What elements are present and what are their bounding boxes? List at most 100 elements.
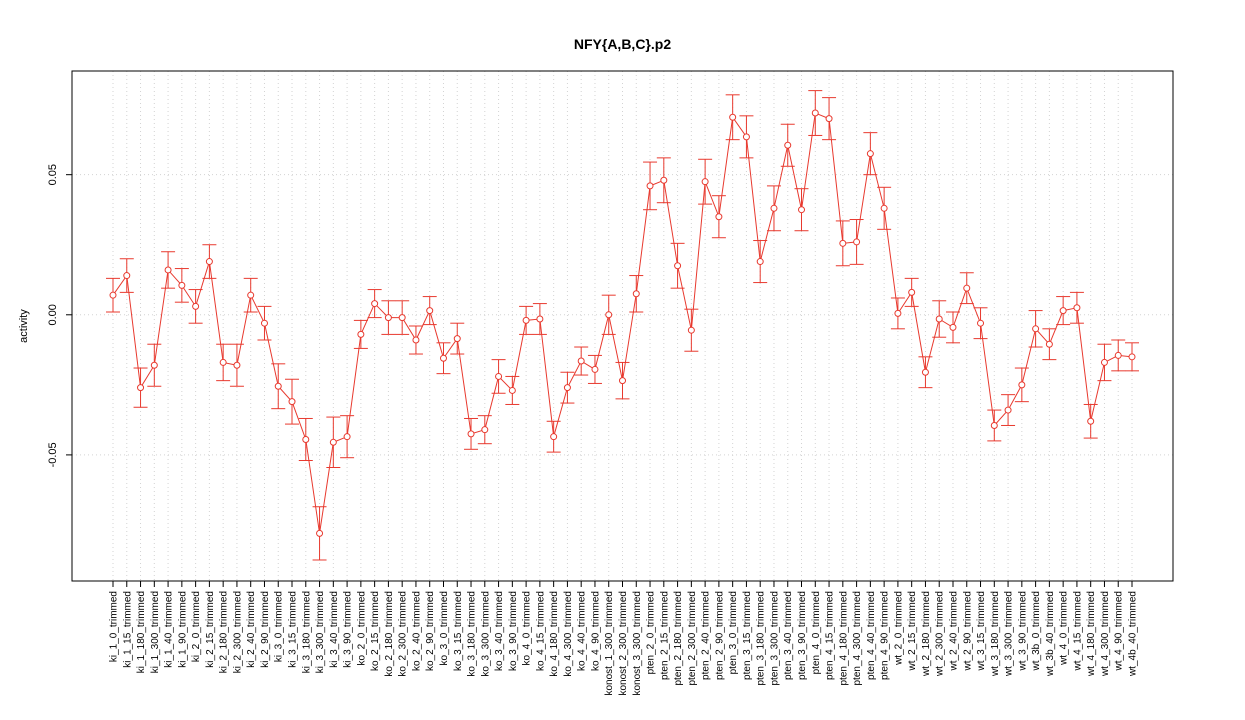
x-tick-label: wt_4_180_trimmed (1086, 591, 1097, 677)
data-point (137, 384, 145, 392)
data-point (921, 368, 929, 376)
x-tick-label: ki_3_0_trimmed (274, 591, 285, 662)
data-point (384, 314, 392, 322)
data-point (412, 336, 420, 344)
data-point (701, 178, 709, 186)
x-tick-label: ko_3_0_trimmed (439, 591, 450, 665)
data-point (550, 433, 558, 441)
data-point (935, 315, 943, 323)
x-tick-label: ki_2_180_trimmed (219, 591, 230, 673)
data-point (233, 361, 241, 369)
data-point (1032, 325, 1040, 333)
x-tick-label: wt_4_0_trimmed (1059, 591, 1070, 666)
data-point (674, 262, 682, 270)
data-point (192, 302, 200, 310)
data-point (563, 384, 571, 392)
x-tick-label: ko_3_300_trimmed (480, 591, 491, 677)
data-point (495, 372, 503, 380)
y-tick-label: 0.00 (47, 304, 59, 325)
data-point (1018, 381, 1026, 389)
data-point (949, 323, 957, 331)
x-tick-label: ki_2_15_trimmed (205, 591, 216, 668)
data-point (150, 361, 158, 369)
data-point (866, 150, 874, 158)
data-point (605, 311, 613, 319)
x-tick-label: ki_1_40_trimmed (164, 591, 175, 668)
data-point (729, 113, 737, 121)
x-tick-label: wt_2_15_trimmed (907, 591, 918, 671)
y-tick-label: 0.05 (47, 164, 59, 185)
data-point (577, 357, 585, 365)
x-tick-label: ki_1_300_trimmed (150, 591, 161, 673)
x-tick-label: ko_3_15_trimmed (453, 591, 464, 671)
x-tick-label: ki_2_0_trimmed (191, 591, 202, 662)
data-point (302, 435, 310, 443)
x-tick-label: ko_4_40_trimmed (577, 591, 588, 671)
x-tick-label: pten_2_90_trimmed (714, 591, 725, 680)
x-tick-label: ki_1_0_trimmed (109, 591, 120, 662)
x-tick-label: ki_2_90_trimmed (260, 591, 271, 668)
data-point (398, 314, 406, 322)
data-point (522, 316, 530, 324)
data-point (288, 398, 296, 406)
data-point (1045, 340, 1053, 348)
data-point (205, 258, 213, 266)
data-point (1114, 351, 1122, 359)
x-tick-label: wt_3_180_trimmed (990, 591, 1001, 677)
x-tick-label: wt_4_300_trimmed (1100, 591, 1111, 677)
x-tick-label: pten_3_90_trimmed (797, 591, 808, 680)
x-tick-label: ko_4_0_trimmed (522, 591, 533, 665)
x-tick-label: ko_2_180_trimmed (384, 591, 395, 677)
data-point (715, 213, 723, 221)
x-tick-label: pten_4_15_trimmed (825, 591, 836, 680)
data-point (1059, 307, 1067, 315)
data-point (426, 307, 434, 315)
data-point (343, 433, 351, 441)
data-point (260, 319, 268, 327)
data-point (756, 258, 764, 266)
x-tick-label: wt_4_90_trimmed (1114, 591, 1125, 671)
x-tick-label: ko_2_90_trimmed (425, 591, 436, 671)
data-point (798, 206, 806, 214)
x-tick-label: ko_2_40_trimmed (411, 591, 422, 671)
x-tick-label: konost_2_300_trimmed (618, 591, 629, 696)
x-tick-label: wt_3_300_trimmed (1004, 591, 1015, 677)
x-tick-label: pten_2_0_trimmed (646, 591, 657, 674)
data-point (357, 330, 365, 338)
x-tick-label: wt_3_90_trimmed (1017, 591, 1028, 671)
data-point (894, 309, 902, 317)
data-points (109, 109, 1136, 537)
x-tick-label: wt_3b_40_trimmed (1045, 591, 1056, 677)
x-tick-label: ki_3_40_trimmed (329, 591, 340, 668)
data-point (784, 141, 792, 149)
x-tick-label: ki_3_15_trimmed (288, 591, 299, 668)
x-tick-label: pten_2_15_trimmed (659, 591, 670, 680)
x-tick-label: ko_3_90_trimmed (508, 591, 519, 671)
data-point (963, 284, 971, 292)
x-tick-label: pten_2_300_trimmed (687, 591, 698, 686)
data-point (274, 382, 282, 390)
x-axis: ki_1_0_trimmed ki_1_15_trimmed ki_1_180_tr… (109, 581, 1139, 696)
chart-title: NFY{A,B,C}.p2 (573, 36, 672, 52)
data-point (247, 291, 255, 299)
data-point (853, 238, 861, 246)
x-tick-label: ko_3_40_trimmed (494, 591, 505, 671)
data-point (536, 315, 544, 323)
data-point (880, 204, 888, 212)
data-point (109, 291, 117, 299)
x-tick-label: ko_2_0_trimmed (356, 591, 367, 665)
x-tick-label: ko_4_300_trimmed (563, 591, 574, 677)
x-tick-label: wt_3b_0_trimmed (1031, 591, 1042, 671)
data-point (439, 354, 447, 362)
x-tick-label: ko_4_180_trimmed (549, 591, 560, 677)
data-point (591, 365, 599, 373)
data-point (1087, 417, 1095, 425)
data-point (329, 438, 337, 446)
y-axis-label: activity (18, 309, 30, 343)
data-point (646, 182, 654, 190)
x-tick-label: pten_3_15_trimmed (742, 591, 753, 680)
grid-lines (72, 71, 1173, 581)
x-tick-label: ki_1_90_trimmed (177, 591, 188, 668)
data-point (811, 109, 819, 117)
